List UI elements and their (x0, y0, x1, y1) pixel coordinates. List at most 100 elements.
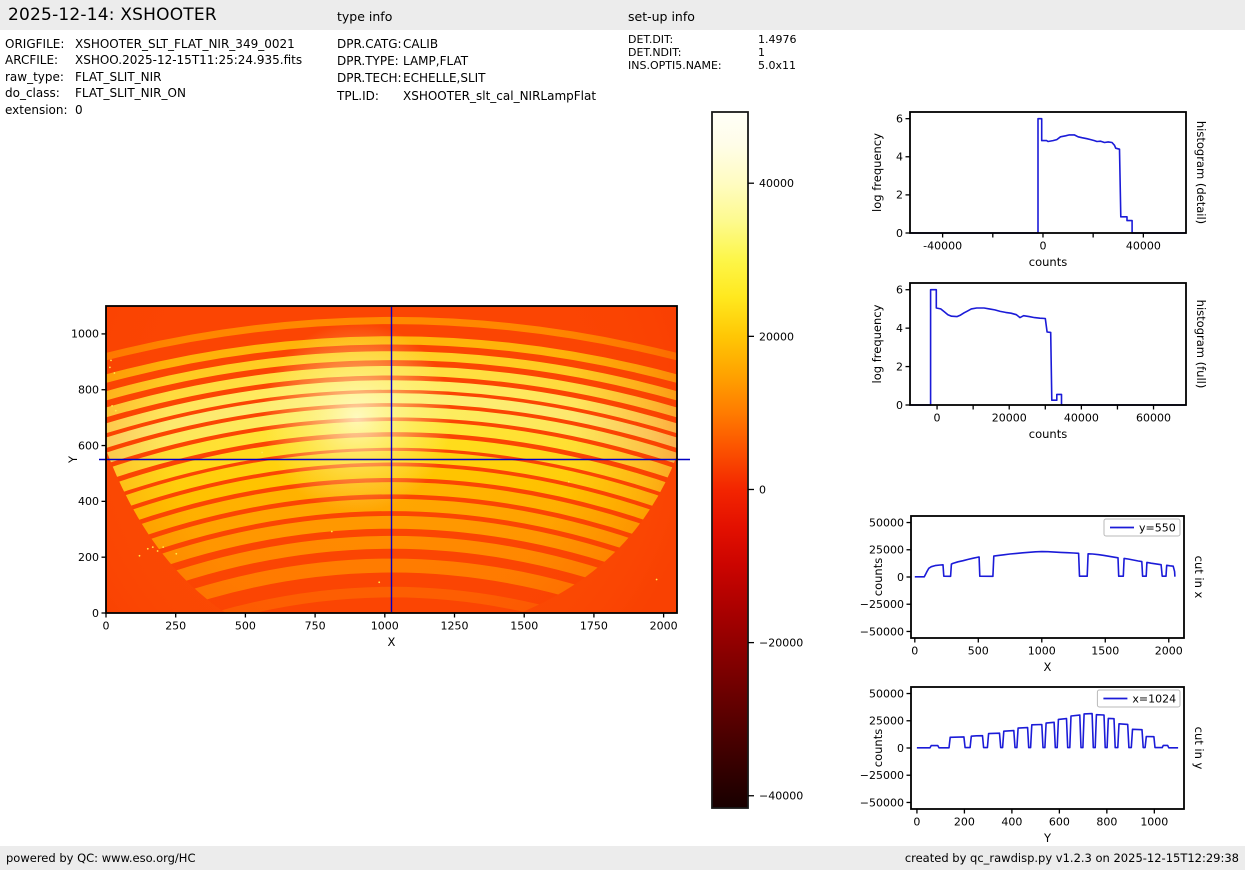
hot-pixel (109, 367, 111, 369)
svg-text:−25000: −25000 (860, 769, 904, 782)
svg-text:0: 0 (896, 227, 903, 240)
svg-text:−50000: −50000 (860, 796, 904, 809)
svg-text:600: 600 (78, 439, 99, 452)
cut-in-x-legend: y=550 (1104, 519, 1180, 536)
cut-in-y-legend: x=1024 (1097, 690, 1180, 707)
footer-bar: powered by QC: www.eso.org/HC created by… (0, 846, 1245, 870)
svg-text:x=1024: x=1024 (1132, 693, 1176, 706)
svg-text:Y: Y (1043, 831, 1052, 845)
hot-pixel (147, 548, 149, 550)
svg-text:-40000: -40000 (923, 240, 962, 253)
main-image-panel: 0250500750100012501500175020000200400600… (66, 306, 690, 663)
svg-text:800: 800 (1096, 816, 1117, 829)
svg-text:cut in x: cut in x (1192, 556, 1206, 599)
svg-text:2: 2 (896, 189, 903, 202)
svg-text:−40000: −40000 (759, 790, 803, 803)
hot-pixel (152, 546, 154, 548)
hot-pixel (162, 546, 164, 548)
histogram-detail-panel: -40000 0 40000 0 2 4 6 counts log frequency histo… (870, 112, 1208, 269)
hot-pixel (378, 581, 380, 583)
svg-text:log frequency: log frequency (870, 133, 884, 212)
svg-text:6: 6 (896, 112, 903, 125)
svg-text:40000: 40000 (1126, 240, 1161, 253)
histogram-full-curve (910, 290, 1186, 405)
svg-text:X: X (388, 635, 396, 649)
svg-text:0: 0 (103, 620, 110, 633)
svg-text:1000: 1000 (371, 620, 399, 633)
hot-pixel (157, 550, 159, 552)
figure-svg: 0250500750100012501500175020000200400600… (0, 0, 1245, 870)
hot-pixel (175, 553, 177, 555)
hot-pixel (656, 579, 658, 581)
svg-text:counts: counts (1029, 255, 1067, 269)
hot-pixel (261, 452, 263, 454)
svg-text:40000: 40000 (759, 177, 794, 190)
svg-text:40000: 40000 (1064, 412, 1099, 425)
footer-left-text: powered by QC: www.eso.org/HC (6, 851, 195, 865)
figure-canvas: 0250500750100012501500175020000200400600… (0, 0, 1245, 870)
svg-text:1500: 1500 (1091, 645, 1119, 658)
svg-text:1750: 1750 (580, 620, 608, 633)
svg-text:counts: counts (1029, 427, 1067, 441)
svg-text:0: 0 (1039, 240, 1046, 253)
svg-text:500: 500 (235, 620, 256, 633)
hot-pixel (139, 555, 141, 557)
svg-text:1250: 1250 (441, 620, 469, 633)
svg-text:1000: 1000 (1028, 645, 1056, 658)
svg-text:800: 800 (78, 384, 99, 397)
histogram-detail-curve (910, 119, 1186, 233)
svg-text:400: 400 (78, 495, 99, 508)
svg-text:Y: Y (66, 455, 80, 464)
svg-text:−25000: −25000 (860, 598, 904, 611)
colorbar-gradient (712, 112, 748, 808)
hot-pixel (115, 410, 117, 412)
svg-text:1000: 1000 (71, 328, 99, 341)
svg-text:histogram (detail): histogram (detail) (1194, 121, 1208, 224)
svg-text:50000: 50000 (869, 516, 904, 529)
svg-text:1000: 1000 (1140, 816, 1168, 829)
svg-text:histogram (full): histogram (full) (1194, 300, 1208, 389)
svg-text:2: 2 (896, 360, 903, 373)
svg-text:1500: 1500 (510, 620, 538, 633)
svg-text:4: 4 (896, 322, 903, 335)
svg-text:log frequency: log frequency (870, 304, 884, 383)
hot-pixel (110, 360, 112, 362)
histogram-full-panel: 02000040000600000246countslog frequencyh… (870, 283, 1208, 441)
svg-text:0: 0 (92, 607, 99, 620)
hot-pixel (114, 372, 116, 374)
svg-text:2000: 2000 (1155, 645, 1183, 658)
footer-right-text: created by qc_rawdisp.py v1.2.3 on 2025-… (905, 851, 1239, 865)
svg-text:20000: 20000 (759, 330, 794, 343)
svg-text:2000: 2000 (650, 620, 678, 633)
cut-in-y-curve (917, 714, 1178, 748)
svg-text:y=550: y=550 (1139, 522, 1176, 535)
svg-text:60000: 60000 (1136, 412, 1171, 425)
svg-text:250: 250 (165, 620, 186, 633)
svg-text:0: 0 (897, 571, 904, 584)
svg-text:750: 750 (305, 620, 326, 633)
svg-text:−20000: −20000 (759, 637, 803, 650)
svg-text:counts: counts (871, 729, 885, 767)
cut-in-y-panel: 0200400600800100050000250000−25000−50000… (860, 687, 1206, 845)
svg-text:50000: 50000 (869, 687, 904, 700)
svg-text:600: 600 (1049, 816, 1070, 829)
hot-pixel (568, 481, 570, 483)
svg-text:6: 6 (896, 284, 903, 297)
svg-text:0: 0 (896, 399, 903, 412)
hot-pixel (331, 531, 333, 533)
histogram-full-axes-box (910, 283, 1186, 405)
svg-text:0: 0 (759, 483, 766, 496)
svg-text:4: 4 (896, 151, 903, 164)
svg-text:cut in y: cut in y (1192, 727, 1206, 770)
svg-text:25000: 25000 (869, 544, 904, 557)
svg-text:500: 500 (968, 645, 989, 658)
colorbar: 40000 20000 0 −20000 −40000 (712, 112, 803, 808)
svg-text:0: 0 (897, 742, 904, 755)
svg-text:200: 200 (954, 816, 975, 829)
svg-text:0: 0 (934, 412, 941, 425)
svg-text:counts: counts (871, 558, 885, 596)
hot-pixel (111, 405, 113, 407)
cut-in-x-panel: 050010001500200050000250000−25000−50000X… (860, 516, 1206, 674)
svg-text:400: 400 (1001, 816, 1022, 829)
svg-text:0: 0 (913, 816, 920, 829)
